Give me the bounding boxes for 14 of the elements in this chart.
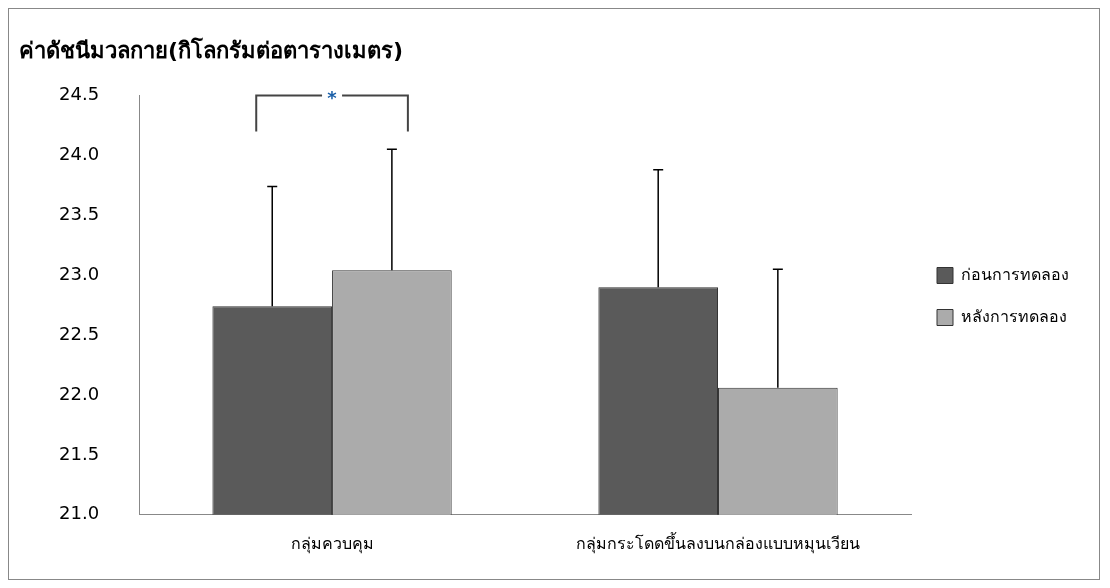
- legend-label: หลังการทดลอง: [961, 306, 1067, 326]
- x-tick-label: กลุ่มกระโดดขึ้นลงบนกล่องแบบหมุนเวียน: [576, 531, 861, 554]
- y-tick-label: 21.5: [59, 442, 100, 464]
- y-tick-label: 22.5: [59, 322, 100, 344]
- chart-title: ค่าดัชนีมวลกาย(กิโลกรัมต่อตารางเมตร): [19, 36, 404, 63]
- y-tick-label: 23.5: [59, 202, 100, 224]
- y-tick-label: 24.5: [59, 83, 100, 105]
- x-tick-label: กลุ่มควบคุม: [290, 533, 374, 554]
- y-tick-label: 21.0: [59, 502, 100, 524]
- y-tick-label: 22.0: [59, 382, 100, 404]
- annotation: *: [327, 87, 338, 109]
- legend-label: ก่อนการทดลอง: [961, 264, 1069, 284]
- y-tick-label: 23.0: [59, 262, 100, 284]
- y-tick-label: 24.0: [59, 142, 100, 164]
